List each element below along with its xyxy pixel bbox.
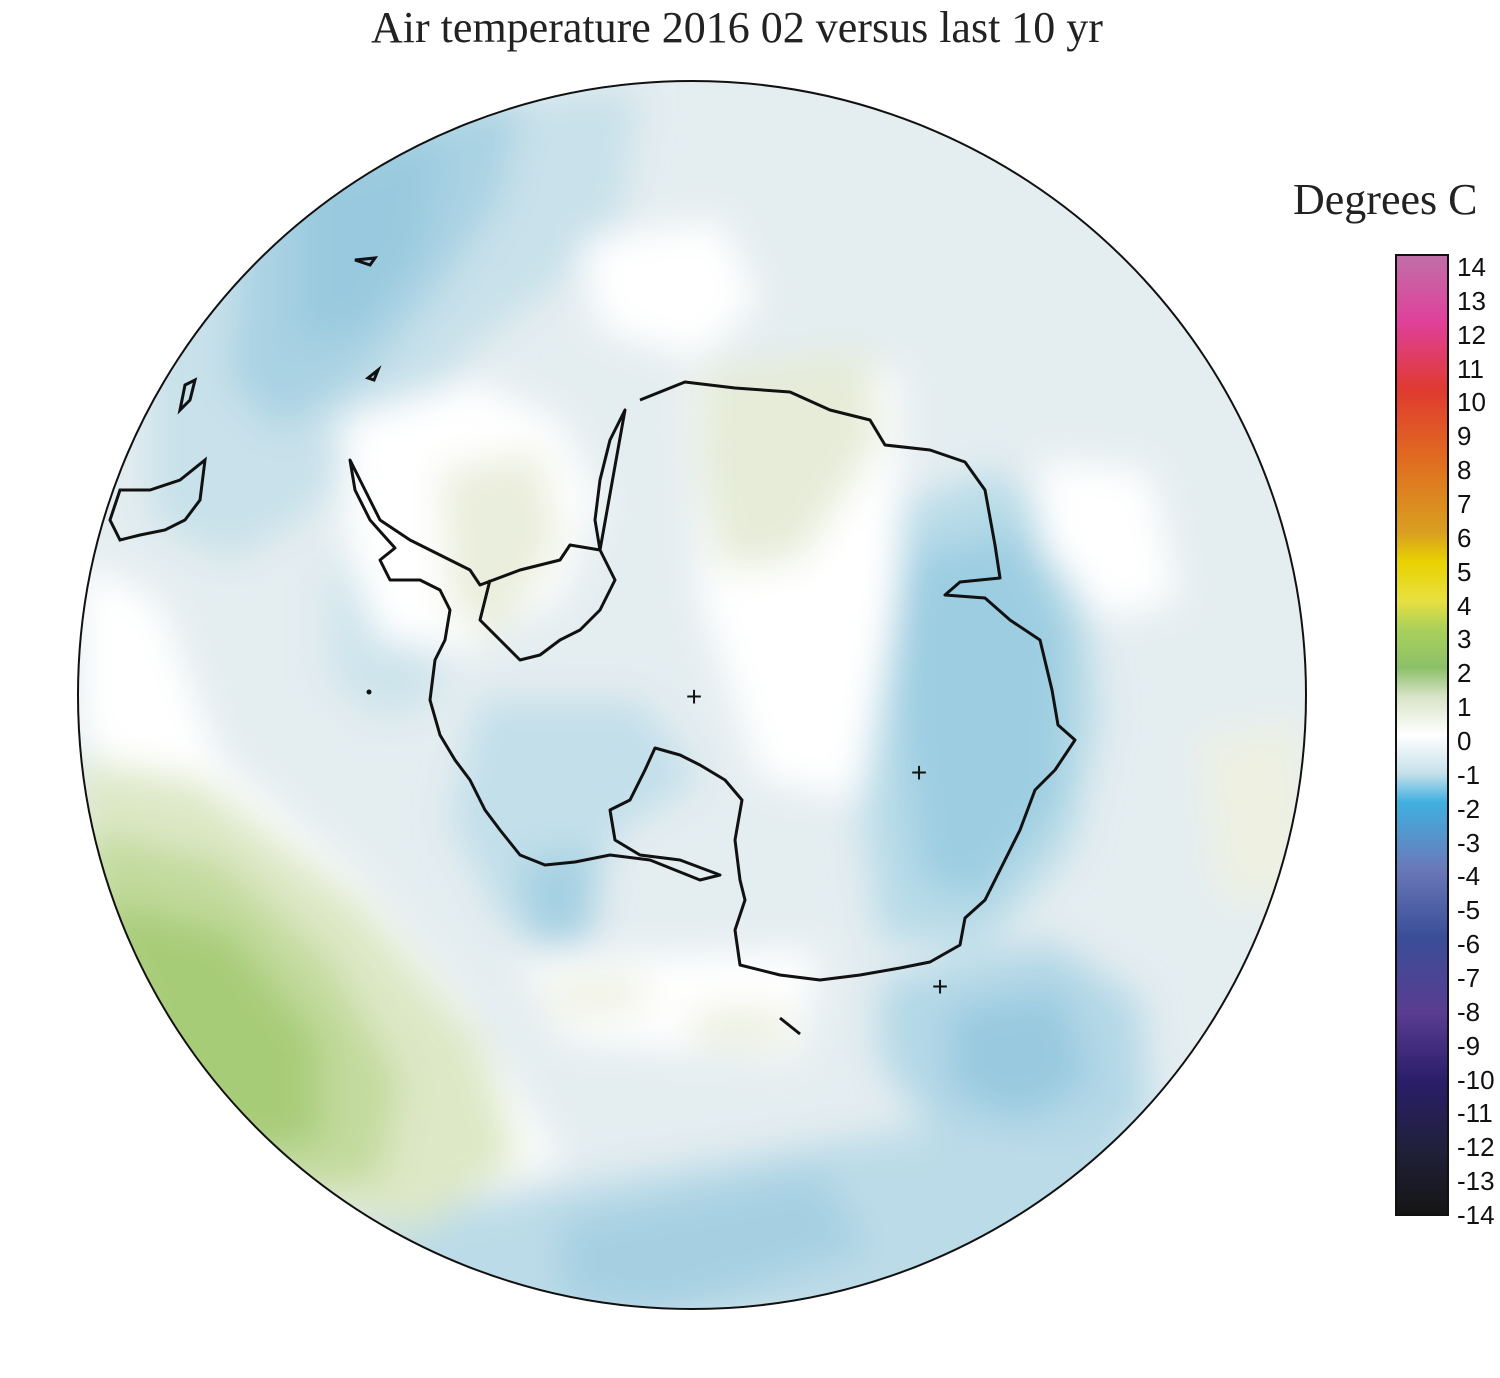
legend-tick-label: -10 [1457,1064,1495,1095]
legend-tick-label: 3 [1457,624,1472,655]
legend-tick-label: -12 [1457,1132,1495,1163]
marker-plus: + [686,681,702,712]
legend-tick-label: 12 [1457,319,1486,350]
legend-tick-label: 11 [1457,353,1484,384]
legend-tick-label: 5 [1457,556,1472,587]
legend-tick-label: 2 [1457,658,1472,689]
map-title: Air temperature 2016 02 versus last 10 y… [371,3,1103,52]
legend-tick-label: 9 [1457,421,1472,452]
color-scale-gradient [1395,254,1449,1216]
legend-tick-label: -9 [1457,1030,1481,1061]
legend-tick-label: 1 [1457,692,1472,723]
legend-tick-label: -2 [1457,793,1481,824]
legend-tick-label: -4 [1457,861,1481,892]
legend-tick-label: -8 [1457,996,1481,1027]
legend-title: Degrees C [1293,175,1478,224]
anomaly-field [78,81,1306,1309]
antarctica-coastline [348,380,1077,982]
island-outline [354,256,379,267]
legend-tick-label: 13 [1457,285,1486,316]
legend-tick-label: -7 [1457,963,1481,993]
legend-tick-label: -11 [1457,1098,1493,1129]
legend-tick-label: 10 [1457,387,1486,418]
island-outline [779,1016,801,1036]
map-boundary-circle [77,80,1307,1310]
legend-tick-label: 0 [1457,726,1472,756]
legend-tick-label: -1 [1457,759,1481,790]
legend-tick-label: 14 [1457,252,1486,282]
legend-tick-label: 6 [1457,522,1472,553]
legend-tick-label: -14 [1457,1200,1495,1230]
legend-tick-label: -3 [1457,827,1481,858]
legend-tick-label: 7 [1457,489,1472,519]
marker-plus: + [911,757,927,788]
legend-tick-label: -13 [1457,1166,1495,1197]
marker-plus: + [932,971,948,1002]
legend-tick-label: 4 [1457,590,1472,621]
legend-tick-label: -5 [1457,895,1481,926]
legend-tick-label: 8 [1457,455,1472,486]
legend-tick-label: -6 [1457,929,1481,960]
island-outline [364,365,382,382]
island-outline [366,689,372,695]
south-america-coastline [108,377,207,542]
